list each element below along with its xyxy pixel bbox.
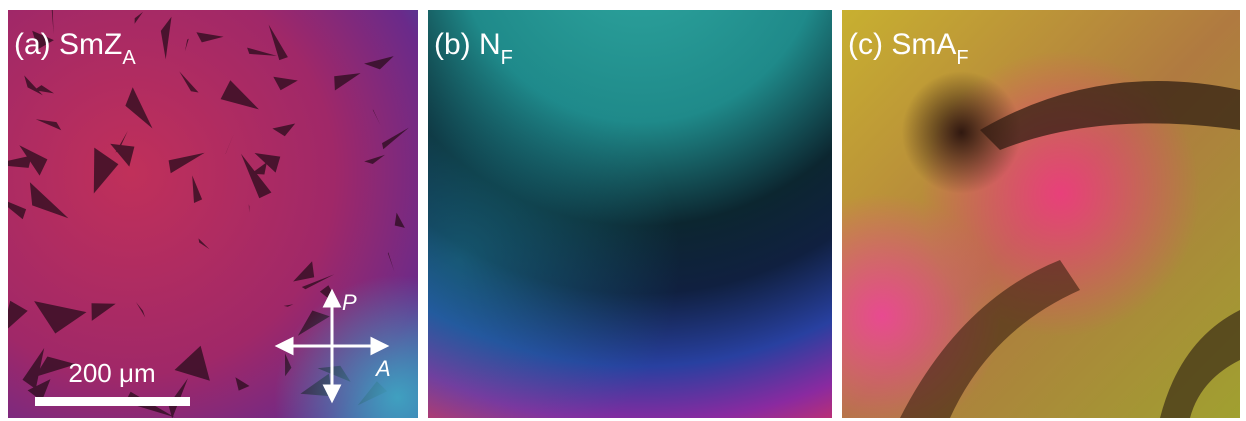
polarizer-label: P xyxy=(342,290,357,315)
panel-a xyxy=(0,0,418,418)
analyzer-label: A xyxy=(374,356,391,381)
panel-b xyxy=(428,10,832,418)
panel-c xyxy=(842,10,1240,418)
texture xyxy=(77,0,103,10)
figure: (a) SmZA (b) NF (c) SmAF 200 μm P A xyxy=(0,0,1246,421)
scale-bar-label: 200 μm xyxy=(68,358,155,388)
scale-bar xyxy=(35,397,190,406)
